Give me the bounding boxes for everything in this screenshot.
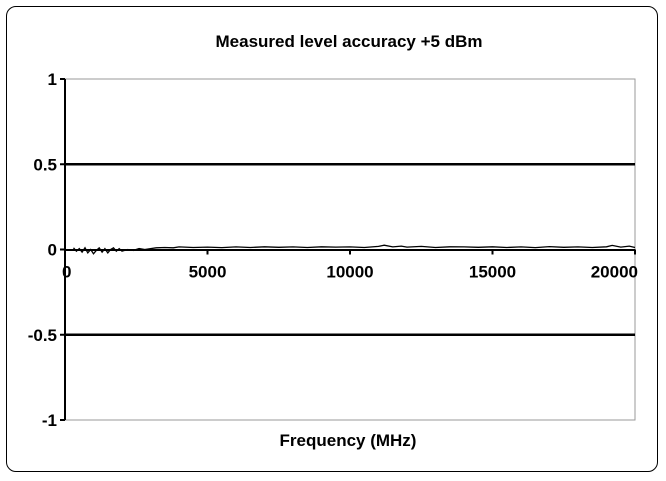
y-tick-label: -0.5: [28, 326, 57, 345]
gridlines: [65, 163, 635, 336]
y-tick-label: 1: [48, 70, 57, 89]
chart-title: Measured level accuracy +5 dBm: [216, 32, 483, 51]
x-tick-label: 0: [62, 263, 71, 282]
x-tick-label: 5000: [189, 263, 227, 282]
series-group: [73, 244, 636, 255]
x-tick-label: 15000: [469, 263, 516, 282]
y-axis-ticks: 1 0.5 0 -0.5 -1: [28, 70, 65, 430]
x-axis-ticks: 0 5000 10000 15000 20000: [62, 249, 638, 282]
y-tick-label: -1: [42, 411, 57, 430]
x-tick-label: 20000: [591, 263, 638, 282]
x-axis-label: Frequency (MHz): [280, 431, 417, 450]
y-tick-label: 0: [48, 241, 57, 260]
chart-frame: [6, 6, 658, 472]
series-line-0: [73, 244, 636, 255]
y-tick-label: 0.5: [33, 155, 57, 174]
x-tick-label: 10000: [326, 263, 373, 282]
